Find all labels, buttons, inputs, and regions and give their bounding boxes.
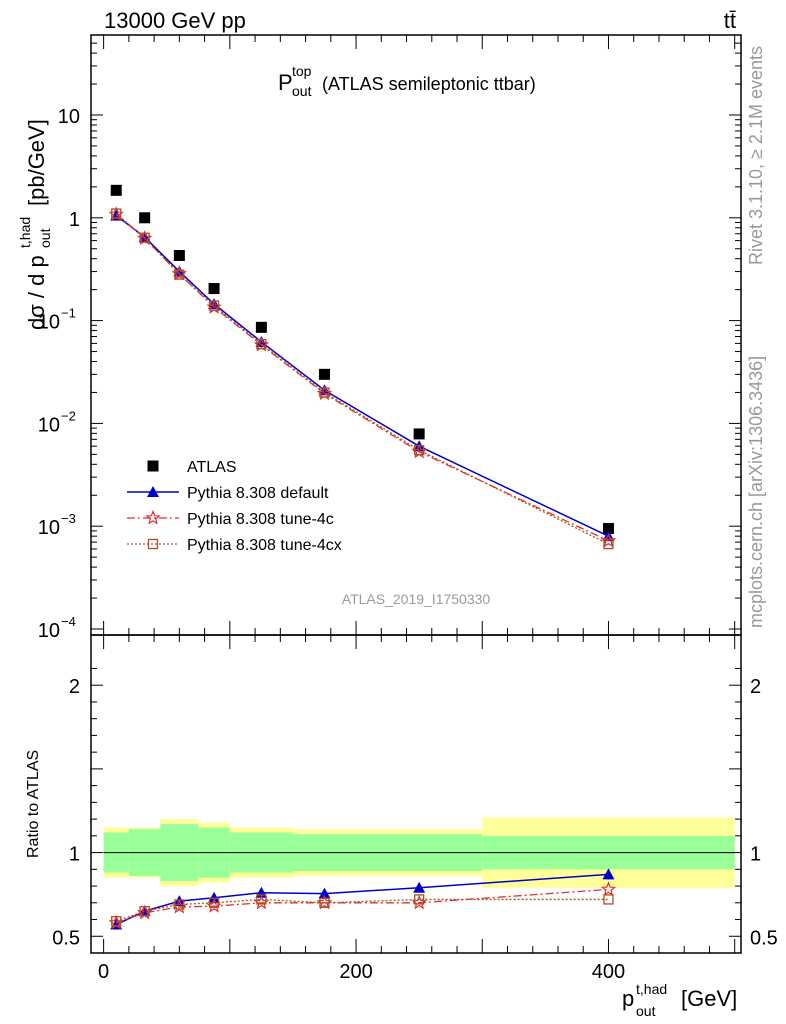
ratio-point-tune4cx: [414, 894, 425, 905]
ratio-point-default: [208, 891, 221, 903]
ratio-line-tune4c: [116, 888, 609, 924]
main-ytick-label: 10: [38, 414, 60, 436]
energy-label: 13000 GeV pp: [104, 8, 246, 33]
ratio-ytick-label-left: 1: [69, 844, 80, 866]
data-point-tune4cx: [256, 339, 267, 350]
data-point-default: [318, 384, 331, 396]
ratio-point-tune4cx: [319, 897, 330, 908]
legend-label-tune4cx: Pythia 8.308 tune-4cx: [187, 537, 342, 554]
legend-marker-tune4cx: [147, 538, 159, 550]
ratio-ytick-label-right: 1: [750, 844, 761, 866]
series-line-tune4c: [115, 213, 609, 542]
ratio-point-default: [413, 881, 426, 893]
data-point-tune4cx: [139, 232, 150, 243]
plot-title-main: P: [278, 70, 293, 95]
data-point-data: [602, 522, 614, 534]
main-ytick-exponent: −4: [61, 614, 76, 629]
main-ytick-label: 10: [58, 106, 80, 128]
main-ylabel: dσ / d p t,had out [pb/GeV]: [17, 119, 53, 330]
mcplots-label: mcplots.cern.ch [arXiv:1306.3436]: [746, 356, 766, 628]
plot-title-sub: out: [292, 83, 312, 99]
ratio-line-tune4cx: [116, 898, 609, 922]
ratio-point-tune4cx: [256, 894, 267, 905]
main-ytick-exponent: −3: [61, 511, 76, 526]
legend-label-data: ATLAS: [187, 459, 237, 476]
ratio-point-tune4cx: [111, 916, 122, 927]
ratio-ytick-label-right: 0.5: [750, 927, 778, 949]
ratio-point-tune4c: [600, 881, 617, 897]
data-point-default: [255, 335, 268, 347]
x-axis-label-unit: [GeV]: [681, 986, 737, 1011]
ratio-point-tune4cx: [174, 899, 185, 910]
x-axis-label: p t,had out [GeV]: [622, 981, 737, 1019]
ratio-point-tune4cx: [208, 897, 220, 908]
main-ytick-label: 10: [38, 312, 60, 334]
data-point-data: [139, 212, 151, 224]
main-panel: [108, 184, 617, 550]
data-point-tune4cx: [319, 387, 330, 398]
legend-label-tune4c: Pythia 8.308 tune-4c: [187, 511, 334, 528]
legend-marker-data: [147, 460, 159, 472]
process-label: tt̄: [724, 8, 736, 33]
ratio-ytick-label-right: 2: [750, 676, 761, 698]
main-ylabel-text: dσ / d p: [24, 255, 49, 330]
plot-title: P top out (ATLAS semileptonic ttbar): [278, 63, 536, 99]
ratio-point-default: [318, 887, 331, 899]
main-ytick-label: 10: [38, 517, 60, 539]
data-point-default: [208, 298, 221, 310]
ratio-ylabel: Ratio to ATLAS: [25, 750, 42, 858]
main-ytick-label: 1: [69, 209, 80, 231]
ratio-ytick-label-left: 2: [69, 676, 80, 698]
main-ytick-exponent: −2: [61, 408, 76, 423]
data-point-data: [318, 368, 330, 380]
ratio-bands: [103, 817, 735, 888]
x-axis-label-text: p: [622, 986, 634, 1011]
series-line-default: [115, 215, 609, 537]
ratio-point-tune4cx: [603, 894, 614, 905]
x-axis-label-sub: out: [636, 1003, 656, 1019]
data-point-tune4cx: [174, 269, 185, 280]
main-ytick-exponent: −1: [61, 306, 76, 321]
rivet-label: Rivet 3.1.10, ≥ 2.1M events: [746, 46, 766, 265]
legend: ATLAS Pythia 8.308 default Pythia 8.308 tu…: [127, 459, 342, 554]
analysis-watermark: ATLAS_2019_I1750330: [342, 591, 491, 607]
data-point-data: [173, 249, 185, 261]
plot-title-sup: top: [292, 63, 312, 79]
plot-title-rest: (ATLAS semileptonic ttbar): [322, 74, 536, 94]
main-ylabel-sup: t,had: [17, 217, 33, 248]
data-point-tune4cx: [111, 208, 122, 219]
legend-label-default: Pythia 8.308 default: [187, 485, 329, 502]
data-point-data: [208, 283, 220, 295]
ratio-panel: [108, 868, 617, 930]
data-point-data: [110, 184, 122, 196]
x-tick-label: 200: [339, 961, 372, 983]
data-point-data: [413, 428, 425, 440]
ratio-point-tune4cx: [139, 906, 150, 917]
ratio-frame: [90, 634, 742, 954]
data-point-data: [255, 321, 267, 333]
legend-marker-default: [147, 486, 159, 497]
x-axis-label-sup: t,had: [636, 981, 667, 997]
main-ylabel-unit: [pb/GeV]: [24, 119, 49, 206]
ratio-ytick-label-left: 0.5: [52, 927, 80, 949]
main-ytick-label: 10: [38, 620, 60, 642]
series-line-tune4cx: [115, 213, 609, 545]
data-point-tune4cx: [414, 444, 425, 456]
legend-marker-tune4c: [145, 509, 161, 525]
data-point-tune4cx: [208, 300, 220, 311]
main-ylabel-sub: out: [37, 228, 53, 248]
x-tick-label: 0: [98, 961, 109, 983]
x-tick-label: 400: [592, 961, 625, 983]
data-point-tune4cx: [603, 538, 614, 550]
